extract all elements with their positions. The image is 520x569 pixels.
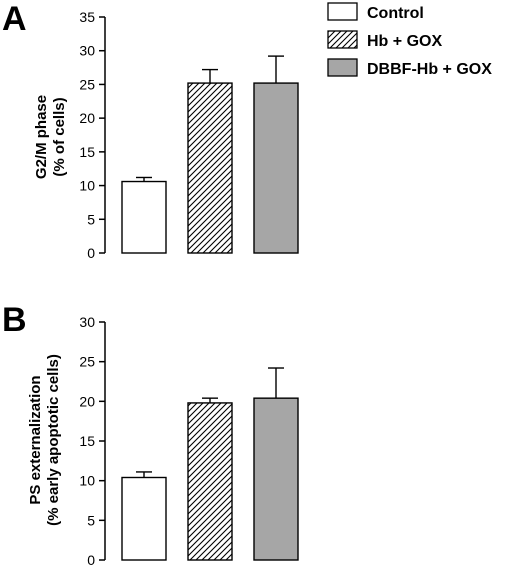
panel-a-bar-2 — [187, 82, 233, 254]
panel-b-bar-2 — [187, 402, 233, 561]
panel-a-y-tick-label: 20 — [79, 110, 95, 126]
panel-a-bar-3 — [253, 82, 299, 254]
legend-swatch-control — [327, 2, 358, 21]
panel-b-letter: B — [2, 301, 27, 339]
panel-b-y-tick-label: 5 — [87, 512, 95, 528]
panel-a-ylabel-line1: G2/M phase — [33, 95, 50, 179]
panel-a-y-tick-label: 15 — [79, 144, 95, 160]
panel-a-y-tick-label: 30 — [79, 43, 95, 59]
panel-b-bar-1 — [121, 476, 167, 561]
panel-a-y-tick-label: 10 — [79, 178, 95, 194]
panel-a-ylabel-line2: (% of cells) — [51, 97, 68, 176]
panel-b-y-tick-label: 25 — [79, 354, 95, 370]
panel-a-y-tick-label: 0 — [87, 245, 95, 261]
panel-b-axes: 0 5 10 15 20 25 30 — [79, 314, 106, 568]
panel-b-y-tick-label: 15 — [79, 433, 95, 449]
panel-a-y-tick-label: 5 — [87, 211, 95, 227]
panel-b-chart: B PS externalization (% early apoptotic … — [2, 301, 299, 568]
panel-a-chart: A G2/M phase (% of cells) 0 5 10 15 20 25 30 35 — [2, 0, 299, 261]
legend-swatch-hb-gox — [327, 30, 358, 49]
panel-b-y-tick-label: 20 — [79, 393, 95, 409]
legend-label-control: Control — [367, 5, 424, 22]
panel-b-y-tick-label: 0 — [87, 552, 95, 568]
panel-b-ylabel-line1: PS externalization — [27, 375, 44, 504]
panel-a-bar-1 — [121, 180, 167, 254]
panel-b-bars — [121, 367, 299, 561]
panel-b-bar-3 — [253, 397, 299, 561]
panel-a-y-tick-label: 35 — [79, 9, 95, 25]
panel-a-axes: 0 5 10 15 20 25 30 35 — [79, 9, 106, 261]
legend: Control Hb + GOX DBBF-Hb + GOX — [327, 2, 492, 78]
legend-label-hb-gox: Hb + GOX — [367, 33, 442, 50]
legend-label-dbbf-hb-gox: DBBF-Hb + GOX — [367, 61, 492, 78]
panel-a-y-tick-label: 25 — [79, 76, 95, 92]
panel-a-letter: A — [2, 0, 27, 38]
panel-a-bars — [121, 55, 299, 254]
panel-b-ylabel-line2: (% early apoptotic cells) — [45, 354, 62, 526]
panel-b-y-tick-label: 10 — [79, 473, 95, 489]
panel-b-y-tick-label: 30 — [79, 314, 95, 330]
legend-swatch-dbbf-hb-gox — [327, 58, 358, 77]
